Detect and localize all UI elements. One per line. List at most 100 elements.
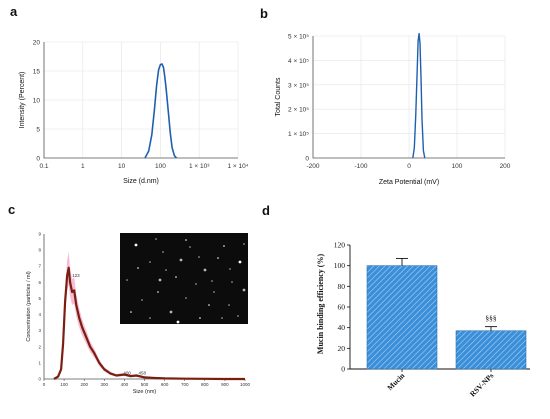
particle-dot (231, 281, 233, 283)
y-tick-label: 0 (341, 365, 345, 374)
series-line (53, 266, 245, 381)
particle-dot (134, 243, 138, 247)
y-axis-label: Concentration (particles / ml) (26, 271, 32, 341)
particle-dot (211, 280, 213, 282)
x-tick-label: 400 (121, 382, 129, 387)
particle-dot (149, 317, 151, 319)
y-tick-label: 2 (38, 344, 41, 349)
particle-dot (203, 268, 207, 272)
y-tick-label: 6 (38, 280, 41, 285)
particle-dot (237, 315, 239, 317)
chart-panel-b: -200 -100 0 100 200 0 1 × 10⁵ 2 × 10⁵ 3 × 10⁵ 4 ×… (275, 32, 511, 186)
x-axis-label: Size (d.nm) (123, 178, 159, 185)
particle-dot (130, 311, 132, 313)
particle-dot (157, 291, 159, 293)
particle-dot (189, 246, 191, 248)
y-tick-label: 5 × 10⁵ (288, 34, 309, 41)
particle-dot (185, 239, 187, 241)
x-tick-label: 700 (181, 382, 189, 387)
particle-dot (162, 251, 164, 253)
y-tick-label: 3 (38, 328, 41, 333)
axes (312, 36, 505, 159)
x-tick-label: 1 × 10³ (189, 163, 210, 170)
particle-dot (198, 256, 200, 258)
y-tick-label: 20 (338, 344, 346, 353)
y-tick-label: 5 (38, 296, 41, 301)
panel-label-d: d (262, 203, 270, 218)
y-tick-label: 10 (33, 98, 41, 105)
y-tick-label: 20 (33, 40, 41, 47)
chart-panel-d: 0 20 40 60 80 100 120 Mucin binding efficiency … (316, 241, 530, 399)
y-tick-label: 1 × 10⁵ (288, 131, 309, 138)
particle-dot (165, 269, 167, 271)
x-axis-label: Size (nm) (133, 389, 157, 395)
significance-label: §§§ (485, 314, 497, 323)
series-line (412, 32, 426, 159)
x-tick-label: 900 (221, 382, 229, 387)
particle-dot (213, 291, 215, 293)
particle-dot (223, 245, 225, 247)
y-tick-label: 7 (38, 264, 41, 269)
y-axis-label: Total Counts (275, 77, 282, 116)
x-tick-label: RSV-NPs (468, 371, 496, 399)
particle-dot (141, 299, 143, 301)
panel-label-a: a (10, 4, 18, 19)
particle-dot (126, 279, 128, 281)
x-tick-label: 200 (80, 382, 88, 387)
x-tick-label: 1 × 10⁴ (227, 163, 248, 170)
particle-dot (195, 283, 197, 285)
x-tick-label: 10 (118, 163, 126, 170)
particle-dot (242, 288, 246, 292)
particle-dot (208, 304, 210, 306)
particle-dot (238, 260, 242, 264)
x-tick-label: 100 (60, 382, 68, 387)
peak-label: 123 (72, 273, 80, 278)
x-tick-label: 100 (452, 163, 463, 170)
particle-dot (199, 317, 201, 319)
y-tick-label: 60 (338, 303, 346, 312)
series-line (144, 63, 178, 159)
particle-dot (221, 317, 223, 319)
x-tick-label: -200 (306, 163, 319, 170)
x-axis-label: Zeta Potential (mV) (379, 179, 439, 186)
y-tick-label: 0 (305, 156, 309, 163)
x-tick-label: 800 (201, 382, 209, 387)
y-tick-label: 4 (38, 312, 41, 317)
y-tick-label: 4 × 10⁵ (288, 58, 309, 65)
panel-label-c: c (8, 202, 15, 217)
y-tick-label: 9 (38, 232, 41, 237)
panel-label-b: b (260, 6, 268, 21)
y-tick-label: 40 (338, 323, 346, 332)
peak-label: 458 (138, 370, 146, 375)
y-tick-label: 80 (338, 282, 346, 291)
x-tick-label: 0.1 (39, 163, 48, 170)
y-tick-label: 0 (36, 156, 40, 163)
y-tick-label: 0 (38, 377, 41, 382)
nta-particle-image (120, 233, 248, 324)
y-tick-label: 100 (334, 261, 346, 270)
x-tick-label: 0 (43, 382, 46, 387)
particle-dot (175, 276, 177, 278)
x-tick-label: 1000 (240, 382, 251, 387)
particle-dot (228, 304, 230, 306)
x-tick-label: 1 (81, 163, 85, 170)
y-tick-label: 15 (33, 69, 41, 76)
bar (455, 330, 527, 370)
x-tick-label: 0 (407, 163, 411, 170)
particle-dot (149, 261, 151, 263)
y-tick-label: 5 (36, 127, 40, 134)
particle-dot (185, 297, 187, 299)
particle-dot (158, 278, 162, 282)
particle-dot (137, 267, 139, 269)
particle-dot (217, 257, 219, 259)
chart-panel-a: 0.1 1 10 100 1 × 10³ 1 × 10⁴ 0 5 10 15 20 Size (d.n… (19, 40, 249, 186)
y-axis-label: Mucin binding efficiency (%) (316, 254, 325, 355)
particle-dot (243, 243, 245, 245)
x-tick-label: 100 (155, 163, 166, 170)
axes (43, 42, 238, 159)
particle-dot (176, 320, 180, 324)
x-tick-label: 200 (500, 163, 511, 170)
particle-dot (169, 310, 173, 314)
x-tick-label: 300 (101, 382, 109, 387)
